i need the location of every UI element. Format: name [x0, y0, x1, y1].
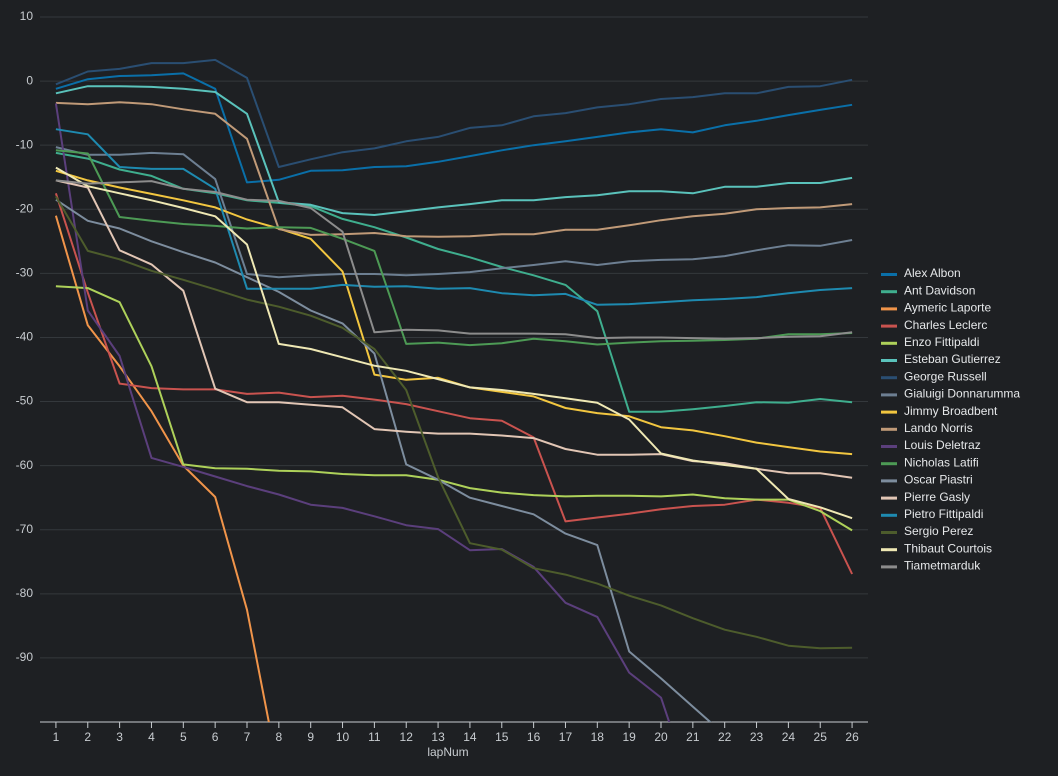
legend-label: Louis Deletraz — [904, 438, 981, 452]
legend-swatch — [881, 462, 897, 466]
series-line — [55, 58, 853, 168]
legend-label: Tiametmarduk — [904, 559, 981, 573]
legend-label: Oscar Piastri — [904, 473, 973, 487]
legend-swatch — [881, 324, 897, 328]
y-tick-label: -20 — [16, 201, 34, 215]
legend-label: Lando Norris — [904, 421, 973, 435]
legend-label: Nicholas Latifi — [904, 455, 979, 469]
y-tick-label: -80 — [16, 586, 34, 600]
x-tick-label: 1 — [53, 730, 60, 744]
y-tick-label: -70 — [16, 522, 34, 536]
series-line — [55, 179, 853, 479]
x-tick-label: 3 — [116, 730, 123, 744]
legend-label: Pierre Gasly — [904, 490, 970, 504]
x-tick-label: 25 — [814, 730, 828, 744]
legend-label: Aymeric Laporte — [904, 301, 991, 315]
legend-swatch — [881, 359, 897, 362]
legend-label: Ant Davidson — [904, 283, 975, 297]
series-line — [55, 151, 853, 413]
legend-label: Alex Albon — [904, 266, 961, 280]
y-tick-label: -60 — [16, 458, 34, 472]
legend-swatch — [881, 531, 897, 534]
series-line — [55, 146, 853, 279]
x-tick-label: 15 — [495, 730, 509, 744]
x-tick-label: 8 — [276, 730, 283, 744]
series-line — [55, 149, 853, 347]
x-tick-label: 11 — [368, 730, 381, 744]
series-line — [55, 128, 853, 306]
series-line — [54, 103, 671, 722]
legend-swatch — [881, 341, 897, 345]
x-tick-label: 23 — [750, 730, 764, 744]
y-tick-label: -50 — [16, 394, 34, 408]
legend-swatch — [881, 290, 897, 294]
series-line — [54, 192, 854, 575]
legend-swatch — [881, 479, 897, 483]
legend-swatch — [881, 513, 897, 517]
series-line — [55, 179, 853, 340]
series-line — [55, 166, 853, 520]
series-line — [55, 85, 853, 216]
y-tick-label: 0 — [26, 73, 33, 87]
series-line — [55, 101, 853, 238]
legend-label: Esteban Gutierrez — [904, 352, 1001, 366]
plot-area — [54, 58, 854, 722]
x-tick-label: 10 — [336, 730, 350, 744]
y-tick-label: -10 — [16, 137, 34, 151]
y-tick-label: 10 — [20, 9, 34, 23]
legend-label: Enzo Fittipaldi — [904, 335, 979, 349]
legend-label: Gialuigi Donnarumma — [904, 387, 1020, 401]
legend-label: Thibaut Courtois — [904, 541, 992, 555]
legend-swatch — [881, 565, 897, 569]
legend-swatch — [881, 445, 897, 448]
series-line — [55, 195, 853, 650]
series-line — [55, 72, 853, 184]
x-axis-label: lapNum — [427, 745, 468, 759]
x-tick-label: 19 — [622, 730, 636, 744]
x-tick-label: 13 — [431, 730, 445, 744]
x-tick-label: 6 — [212, 730, 219, 744]
x-tick-label: 21 — [686, 730, 700, 744]
legend-swatch — [881, 427, 897, 431]
legend-swatch — [881, 307, 897, 311]
x-tick-label: 2 — [84, 730, 91, 744]
x-tick-label: 9 — [307, 730, 314, 744]
series-line — [54, 215, 270, 722]
x-tick-label: 16 — [527, 730, 541, 744]
legend-swatch — [881, 496, 897, 500]
series-line — [55, 198, 712, 722]
x-tick-label: 12 — [400, 730, 414, 744]
x-tick-label: 14 — [463, 730, 477, 744]
y-tick-label: -40 — [16, 330, 34, 344]
legend-swatch — [881, 548, 897, 552]
legend-swatch — [881, 410, 897, 414]
series-line — [55, 285, 853, 532]
x-tick-label: 18 — [591, 730, 605, 744]
x-tick-label: 26 — [845, 730, 859, 744]
legend-label: Pietro Fittipaldi — [904, 507, 983, 521]
legend-swatch — [881, 393, 897, 397]
x-tick-label: 20 — [654, 730, 668, 744]
x-tick-label: 22 — [718, 730, 732, 744]
x-tick-label: 4 — [148, 730, 155, 744]
y-tick-label: -30 — [16, 266, 34, 280]
x-tick-label: 5 — [180, 730, 187, 744]
legend-swatch — [881, 273, 897, 276]
legend-label: Charles Leclerc — [904, 318, 987, 332]
legend-swatch — [881, 376, 897, 380]
y-tick-label: -90 — [16, 650, 34, 664]
x-tick-label: 17 — [559, 730, 573, 744]
legend-label: George Russell — [904, 369, 987, 383]
x-tick-label: 7 — [244, 730, 251, 744]
legend-label: Jimmy Broadbent — [904, 404, 998, 418]
x-tick-label: 24 — [782, 730, 796, 744]
legend-label: Sergio Perez — [904, 524, 973, 538]
